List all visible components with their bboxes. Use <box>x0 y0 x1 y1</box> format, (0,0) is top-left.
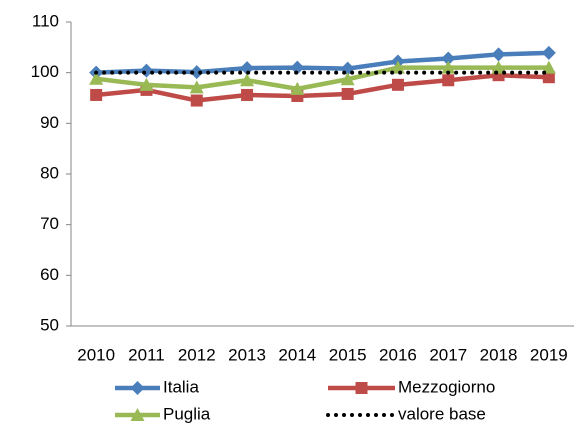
data-point <box>441 60 456 74</box>
data-point <box>390 60 405 74</box>
y-tick-label: 70 <box>40 214 59 233</box>
series-line <box>96 50 549 75</box>
x-tick-label: 2012 <box>178 345 216 364</box>
x-tick-label: 2010 <box>77 345 115 364</box>
data-point <box>189 80 204 94</box>
data-point <box>90 88 103 101</box>
y-tick-label: 100 <box>31 62 59 81</box>
series-line <box>95 65 549 92</box>
data-point <box>542 71 555 84</box>
data-point <box>541 45 556 60</box>
legend-marker <box>130 381 145 395</box>
x-tick-label: 2011 <box>128 345 165 364</box>
legend-label: Mezzogiorno <box>398 377 495 396</box>
series-line <box>95 72 549 103</box>
y-tick-label: 60 <box>40 265 59 284</box>
data-point <box>441 51 456 66</box>
y-tick-label: 90 <box>40 113 59 132</box>
data-point <box>391 78 404 91</box>
data-point <box>190 94 203 107</box>
y-tick-label: 80 <box>40 163 59 182</box>
x-tick-label: 2019 <box>530 345 568 364</box>
legend-marker <box>355 382 368 394</box>
data-point <box>241 88 254 101</box>
data-point <box>290 81 305 95</box>
x-tick-label: 2013 <box>228 345 266 364</box>
data-point <box>139 77 154 91</box>
x-tick-label: 2014 <box>278 345 316 364</box>
y-tick-label: 110 <box>32 11 59 30</box>
data-point <box>541 60 556 74</box>
data-point <box>139 63 154 78</box>
legend-marker <box>130 408 145 421</box>
data-point <box>240 61 255 76</box>
data-point <box>341 87 354 100</box>
x-tick-label: 2016 <box>379 345 417 364</box>
y-tick-label: 50 <box>40 315 59 334</box>
x-tick-label: 2015 <box>329 345 367 364</box>
data-point <box>491 60 506 74</box>
data-point <box>240 73 255 87</box>
data-point <box>340 72 355 86</box>
x-tick-label: 2018 <box>480 345 518 364</box>
x-tick-label: 2017 <box>429 345 467 364</box>
legend-label: Puglia <box>163 404 211 423</box>
data-point <box>89 71 104 85</box>
data-point <box>491 47 506 62</box>
legend-label: Italia <box>163 377 199 396</box>
data-point <box>189 65 204 80</box>
data-point <box>290 60 305 75</box>
legend-label: valore base <box>398 404 486 423</box>
data-point <box>442 74 455 87</box>
